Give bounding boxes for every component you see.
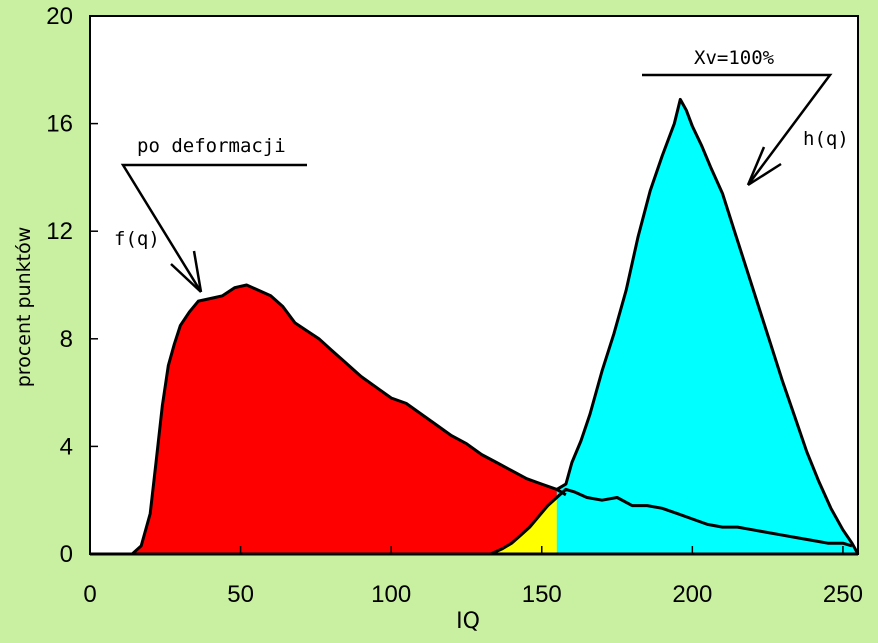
axis-ticks: 0 50 100 150 200 250 0 4 8 12 16 20	[46, 3, 863, 608]
x-axis-title: IQ	[456, 609, 480, 634]
series-area-0	[90, 285, 566, 554]
annotation-f-q: f(q)	[114, 228, 160, 250]
y-tick-label: 20	[46, 3, 73, 30]
y-tick-label: 0	[60, 541, 73, 568]
y-tick-label: 8	[60, 326, 73, 353]
svg-text:po deformacji: po deformacji	[137, 135, 286, 157]
annotation-h-q: h(q)	[803, 128, 849, 150]
x-tick-label: 150	[522, 581, 562, 608]
series-line-1	[489, 487, 853, 556]
x-tick-label: 50	[227, 581, 254, 608]
series-line-0	[90, 283, 567, 556]
x-tick-label: 200	[672, 581, 712, 608]
x-tick-label: 250	[823, 581, 863, 608]
annotation-xv-100: Xv=100%	[642, 47, 833, 187]
y-tick-label: 16	[46, 111, 73, 138]
y-axis-title: procent punktów	[13, 227, 35, 388]
svg-text:Xv=100%: Xv=100%	[694, 47, 775, 69]
series-areas	[90, 97, 860, 556]
x-tick-label: 100	[371, 581, 411, 608]
annotation-po-deformacji: po deformacji	[120, 135, 307, 293]
y-tick-label: 4	[60, 433, 73, 460]
y-tick-label: 12	[46, 218, 73, 245]
series-area-2	[556, 99, 858, 555]
x-tick-label: 0	[83, 581, 96, 608]
series-line-2	[556, 97, 860, 555]
